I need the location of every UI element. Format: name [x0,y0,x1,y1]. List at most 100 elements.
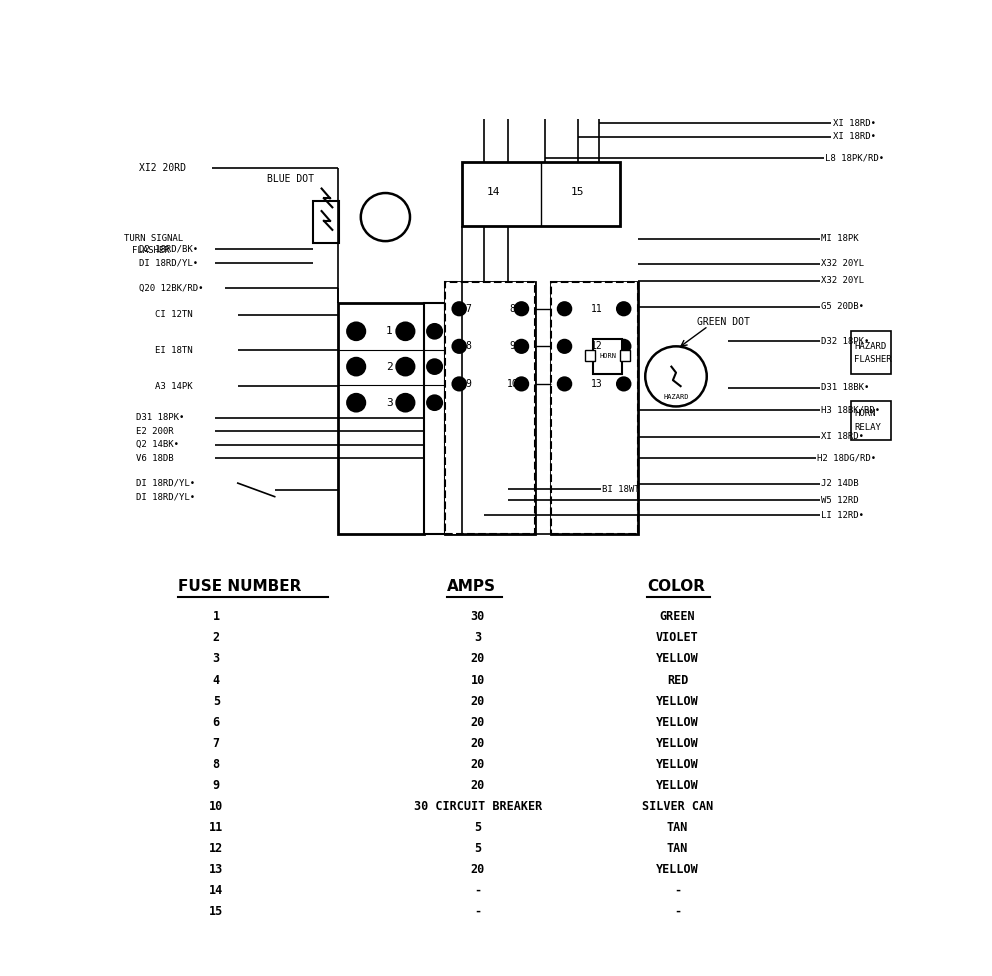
Text: FLASHER: FLASHER [132,246,170,256]
Text: 9: 9 [465,379,471,388]
Text: 20: 20 [470,863,485,875]
Text: 13: 13 [209,863,223,875]
Text: TAN: TAN [667,821,688,834]
Text: AMPS: AMPS [446,580,496,594]
Text: D31 18PK•: D31 18PK• [136,413,184,423]
Text: -: - [474,905,481,918]
Circle shape [347,357,365,376]
Text: 14: 14 [209,884,223,897]
Text: DI 18RD/YL•: DI 18RD/YL• [136,478,194,488]
Text: YELLOW: YELLOW [656,695,699,708]
Text: 11: 11 [591,304,603,313]
Text: YELLOW: YELLOW [656,779,699,792]
Text: D31 18BK•: D31 18BK• [821,384,870,392]
Bar [593,339,622,374]
Circle shape [515,302,529,315]
Text: -: - [674,905,682,918]
Text: HAZARD: HAZARD [854,342,887,350]
Circle shape [396,393,415,412]
Text: 10: 10 [506,379,518,388]
Circle shape [515,377,529,390]
Text: LI 12RD•: LI 12RD• [821,510,864,520]
Text: 14: 14 [486,187,500,197]
Text: RED: RED [667,673,688,686]
Text: D2 18RD/BK•: D2 18RD/BK• [139,244,198,253]
Text: -: - [474,884,481,897]
Text: RELAY: RELAY [854,423,881,432]
Circle shape [361,193,410,241]
Text: G5 20DB•: G5 20DB• [821,302,864,311]
Text: BLUE DOT: BLUE DOT [267,174,314,183]
Text: HAZARD: HAZARD [664,393,688,400]
Text: 9: 9 [212,779,220,792]
Text: V6 18DB: V6 18DB [136,454,174,463]
Bar [424,304,445,534]
Text: TURN SIGNAL: TURN SIGNAL [124,234,184,243]
Text: 7: 7 [465,304,471,313]
Text: 30 CIRCUIT BREAKER: 30 CIRCUIT BREAKER [414,799,542,813]
Text: W5 12RD: W5 12RD [821,496,859,505]
Circle shape [617,377,631,390]
Text: 5: 5 [474,821,481,834]
Text: YELLOW: YELLOW [656,737,699,750]
Text: X32 20YL: X32 20YL [821,260,864,268]
Text: E2 200R: E2 200R [136,427,174,435]
Text: XI2 20RD: XI2 20RD [139,163,186,173]
Text: 15: 15 [570,187,584,197]
Text: 20: 20 [470,695,485,708]
Bar [551,282,638,534]
Text: H2 18DG/RD•: H2 18DG/RD• [817,453,877,462]
Circle shape [558,340,571,353]
Circle shape [347,393,365,412]
Text: H3 18BK/RD•: H3 18BK/RD• [821,406,881,415]
Text: YELLOW: YELLOW [656,757,699,771]
Bar [445,282,536,534]
Bar [851,401,891,440]
Text: 20: 20 [470,653,485,666]
Text: GREEN: GREEN [660,610,695,624]
Circle shape [515,340,529,353]
Circle shape [645,346,706,406]
Text: VIOLET: VIOLET [656,631,699,644]
Text: 6: 6 [432,397,437,408]
Text: 10: 10 [209,799,223,813]
Text: 4: 4 [432,326,437,337]
Text: Q20 12BK/RD•: Q20 12BK/RD• [139,284,204,293]
Text: 20: 20 [470,737,485,750]
Circle shape [452,302,466,315]
Text: 20: 20 [470,715,485,729]
Circle shape [617,340,631,353]
Text: 8: 8 [465,342,471,351]
Text: D32 18PK•: D32 18PK• [821,337,870,346]
Text: XI 18RD•: XI 18RD• [833,132,876,142]
Circle shape [452,340,466,353]
Text: 1: 1 [386,326,393,337]
Text: SILVER CAN: SILVER CAN [642,799,713,813]
Text: L8 18PK/RD•: L8 18PK/RD• [825,154,884,163]
Text: DI 18RD/YL•: DI 18RD/YL• [136,492,194,501]
Text: 8: 8 [509,304,515,313]
Circle shape [558,377,571,390]
Text: YELLOW: YELLOW [656,863,699,875]
Text: 2: 2 [386,362,393,372]
Text: A3 14PK: A3 14PK [155,382,192,390]
Text: MI 18PK: MI 18PK [821,234,859,243]
Text: 3: 3 [474,631,481,644]
Text: 5: 5 [432,362,437,372]
Circle shape [427,324,442,339]
Text: TAN: TAN [667,842,688,855]
Circle shape [558,302,571,315]
Text: 5: 5 [474,842,481,855]
Text: EI 18TN: EI 18TN [155,346,192,354]
Circle shape [452,377,466,390]
Text: 13: 13 [591,379,603,388]
Text: 2: 2 [212,631,220,644]
Bar [337,304,424,534]
Text: 20: 20 [470,757,485,771]
Text: 4: 4 [212,673,220,686]
Text: YELLOW: YELLOW [656,715,699,729]
Text: XI 18RD•: XI 18RD• [833,119,876,128]
Text: BI 18WT: BI 18WT [602,485,640,494]
Bar [462,162,620,226]
Text: DI 18RD/YL•: DI 18RD/YL• [139,259,198,267]
